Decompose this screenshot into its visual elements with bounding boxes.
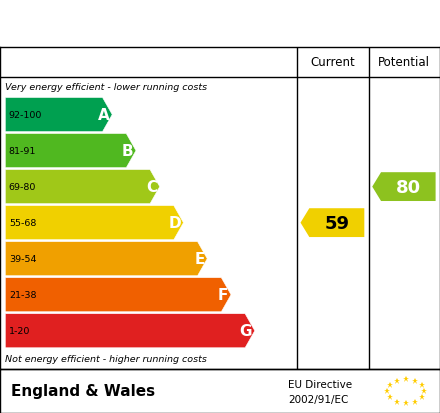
Text: A: A	[98, 108, 110, 123]
Text: EU Directive: EU Directive	[288, 379, 352, 389]
Text: 59: 59	[324, 214, 349, 232]
Polygon shape	[372, 173, 436, 202]
Polygon shape	[5, 242, 207, 276]
Text: G: G	[240, 323, 252, 338]
Polygon shape	[5, 314, 255, 348]
Text: 69-80: 69-80	[9, 183, 36, 192]
Text: Potential: Potential	[378, 56, 430, 69]
Polygon shape	[5, 206, 183, 240]
Text: F: F	[218, 287, 228, 302]
Polygon shape	[5, 134, 136, 168]
Text: E: E	[194, 252, 205, 266]
Polygon shape	[5, 98, 112, 132]
Text: England & Wales: England & Wales	[11, 383, 155, 399]
Text: 80: 80	[396, 178, 421, 196]
Polygon shape	[5, 278, 231, 312]
Text: 92-100: 92-100	[9, 111, 42, 120]
Text: Current: Current	[311, 56, 355, 69]
Text: D: D	[168, 216, 181, 230]
Text: C: C	[146, 180, 157, 195]
Text: B: B	[122, 144, 133, 159]
Text: 2002/91/EC: 2002/91/EC	[288, 394, 348, 404]
Text: 39-54: 39-54	[9, 254, 36, 263]
Text: 55-68: 55-68	[9, 218, 36, 228]
Text: 21-38: 21-38	[9, 290, 36, 299]
Text: Energy Efficiency Rating: Energy Efficiency Rating	[11, 14, 307, 34]
Text: 81-91: 81-91	[9, 147, 36, 156]
Polygon shape	[301, 209, 364, 237]
Text: Not energy efficient - higher running costs: Not energy efficient - higher running co…	[5, 354, 207, 363]
Polygon shape	[5, 170, 160, 204]
Text: Very energy efficient - lower running costs: Very energy efficient - lower running co…	[5, 83, 207, 92]
Text: 1-20: 1-20	[9, 326, 30, 335]
